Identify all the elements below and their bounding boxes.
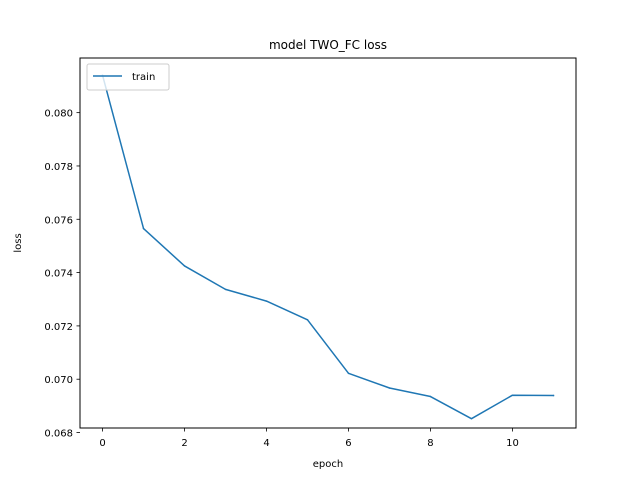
series-line-train [101, 74, 555, 420]
y-tick-label: 0.072 [44, 322, 73, 333]
legend-label-train: train [132, 72, 155, 83]
data-point [224, 288, 227, 291]
data-point [265, 300, 268, 302]
y-tick-label: 0.078 [44, 162, 73, 173]
data-point [511, 394, 514, 396]
chart-title: model TWO_FC loss [269, 38, 387, 52]
data-point [388, 387, 391, 389]
ticks-group: 0 2 4 6 8 10 0.068 0.070 0.072 0.074 0.076 0.078 0.0… [44, 109, 518, 449]
x-tick-label: 4 [263, 438, 269, 449]
y-axis-label: loss [13, 233, 24, 252]
plot-frame [79, 57, 577, 429]
data-point [429, 395, 432, 398]
y-tick-label: 0.074 [44, 269, 73, 280]
x-tick-label: 2 [181, 438, 187, 449]
y-tick-label: 0.070 [44, 375, 73, 386]
x-tick-label: 8 [427, 438, 433, 449]
x-tick-label: 0 [99, 438, 105, 449]
data-point [142, 227, 145, 230]
legend-box [86, 63, 170, 91]
x-tick-label: 10 [506, 438, 519, 449]
data-point [306, 319, 309, 321]
data-point [183, 265, 186, 267]
y-tick-label: 0.080 [44, 109, 73, 120]
data-point [552, 394, 555, 397]
x-tick-label: 6 [345, 438, 351, 449]
legend: train [86, 63, 170, 91]
y-tick-label: 0.076 [44, 215, 73, 226]
x-axis-label: epoch [313, 459, 343, 470]
data-point [470, 417, 473, 420]
data-point [347, 372, 350, 375]
y-tick-label: 0.068 [44, 429, 73, 440]
